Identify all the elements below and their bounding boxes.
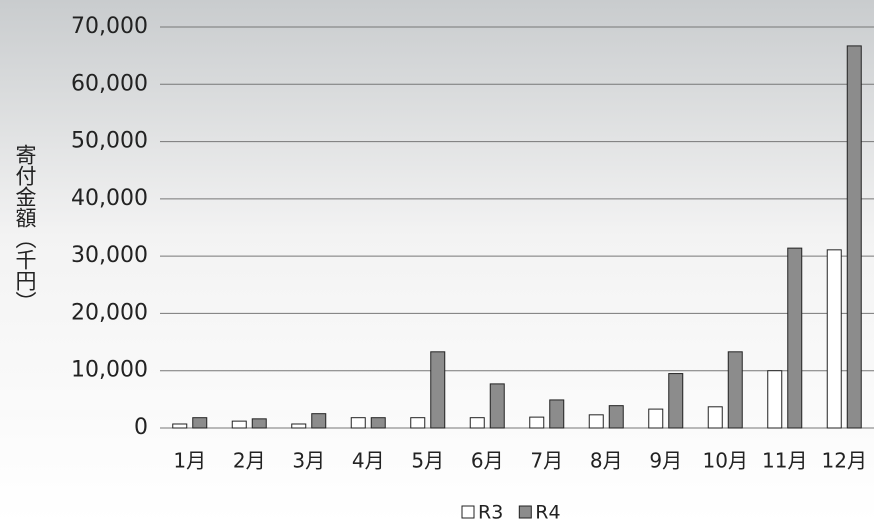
legend-label: R3 xyxy=(478,502,503,524)
bar xyxy=(768,371,782,428)
chart: 寄付金額（千円） 0 10,000 20,000 30,000 40,000 50,000… xyxy=(0,0,874,524)
bar xyxy=(847,46,861,428)
x-tick-label: 6月 xyxy=(471,449,504,473)
bar xyxy=(292,424,306,428)
x-tick-label: 5月 xyxy=(411,449,444,473)
legend-label: R4 xyxy=(535,502,560,524)
bar xyxy=(708,407,722,428)
bar xyxy=(788,248,802,428)
y-tick-label: 0 xyxy=(134,415,148,440)
y-tick-label: 70,000 xyxy=(71,14,148,39)
bar xyxy=(589,415,603,428)
x-tick-label: 7月 xyxy=(530,449,563,473)
y-tick-label: 60,000 xyxy=(71,71,148,96)
x-tick-label: 4月 xyxy=(352,449,385,473)
bar xyxy=(351,418,365,428)
y-tick-label: 40,000 xyxy=(71,186,148,211)
y-tick-label: 30,000 xyxy=(71,243,148,268)
bar xyxy=(827,250,841,428)
x-tick-label: 1月 xyxy=(173,449,206,473)
x-tick-label: 2月 xyxy=(233,449,266,473)
bar xyxy=(173,424,187,428)
bar xyxy=(312,414,326,428)
bar xyxy=(550,400,564,428)
x-tick-label: 10月 xyxy=(703,449,748,473)
x-tick-label: 11月 xyxy=(762,449,807,473)
bar xyxy=(649,409,663,428)
legend-swatch xyxy=(462,506,474,518)
bar xyxy=(530,417,544,428)
y-tick-label: 50,000 xyxy=(71,129,148,154)
y-axis-label: 寄付金額（千円） xyxy=(13,144,37,312)
bar xyxy=(728,352,742,428)
bar xyxy=(232,421,246,428)
y-tick-label: 20,000 xyxy=(71,300,148,325)
x-tick-label: 3月 xyxy=(292,449,325,473)
bar xyxy=(411,418,425,428)
bar xyxy=(490,384,504,428)
legend-swatch xyxy=(519,506,531,518)
bar xyxy=(252,419,266,428)
x-tick-label: 12月 xyxy=(822,449,867,473)
y-tick-label: 10,000 xyxy=(71,358,148,383)
bar xyxy=(470,418,484,428)
bar xyxy=(431,352,445,428)
bar xyxy=(609,406,623,428)
bar xyxy=(669,374,683,428)
bar xyxy=(371,418,385,428)
page: {"chart_data": {"type": "bar", "y_label"… xyxy=(0,0,874,524)
x-tick-label: 9月 xyxy=(649,449,682,473)
x-tick-label: 8月 xyxy=(590,449,623,473)
bar xyxy=(193,418,207,428)
